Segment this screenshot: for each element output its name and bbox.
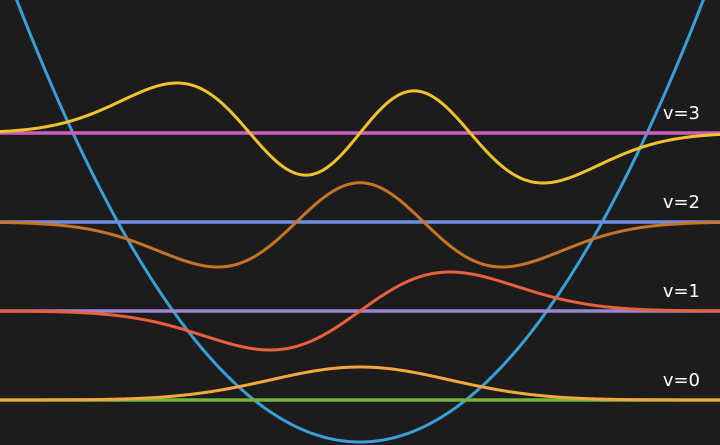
level-label-v2: v=2 [663, 192, 700, 213]
wavefunction-v1 [0, 270, 720, 352]
wavefunction-v2 [0, 181, 720, 269]
wavefunction-v0 [0, 365, 720, 402]
level-label-v3: v=3 [663, 103, 700, 124]
wavefunction-v3 [0, 81, 720, 185]
level-label-v1: v=1 [663, 281, 700, 302]
level-label-v0: v=0 [663, 370, 700, 391]
